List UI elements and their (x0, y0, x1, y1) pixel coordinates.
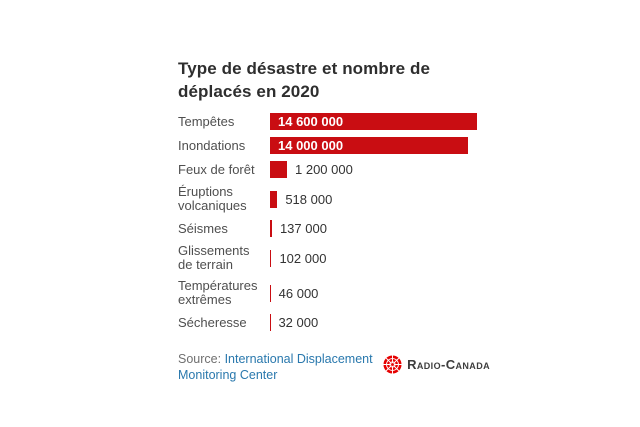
bar-row-inondations: Inondations 14 000 000 (178, 137, 490, 154)
bar (270, 284, 271, 302)
value-label: 102 000 (279, 250, 327, 266)
bar-chart: Tempêtes 14 600 000 Inondations 14 000 0… (178, 113, 490, 331)
bar (270, 249, 272, 267)
bar-row-feux-de-foret: Feux de forêt 1 200 000 (178, 161, 490, 178)
source-link[interactable]: International Displacement Monitoring Ce… (178, 352, 373, 382)
value-label: 32 000 (278, 315, 319, 330)
value-label: 1 200 000 (295, 162, 353, 177)
category-label: Feux de forêt (178, 161, 255, 177)
bar (270, 220, 272, 237)
category-label: Inondations (178, 137, 246, 153)
source-credit: Source: International Displacement Monit… (178, 351, 383, 383)
bar-row-eruptions-volcaniques: Éruptions volcaniques 518 000 (178, 185, 490, 213)
bar-row-tempetes: Tempêtes 14 600 000 (178, 113, 490, 130)
bar-row-temperatures-extremes: Températures extrêmes 46 000 (178, 279, 490, 307)
category-label: Tempêtes (178, 113, 235, 129)
category-label: Sécheresse (178, 314, 247, 330)
category-label: Éruptions volcaniques (178, 184, 247, 213)
value-label: 14 600 000 (278, 114, 344, 129)
source-prefix: Source: (178, 352, 222, 366)
chart-title: Type de désastre et nombre de déplacés e… (178, 59, 430, 101)
bar-row-secheresse: Sécheresse 32 000 (178, 314, 490, 331)
value-label: 14 000 000 (278, 138, 344, 153)
bar (270, 190, 278, 208)
infographic: Type de désastre et nombre de déplacés e… (178, 57, 490, 383)
bar: 14 600 000 (270, 113, 477, 130)
radio-canada-logo: Radio-Canada (383, 355, 490, 374)
category-label: Températures extrêmes (178, 278, 258, 307)
value-label: 46 000 (278, 285, 319, 301)
value-label: 518 000 (285, 191, 333, 207)
radio-canada-gem-icon (383, 355, 402, 374)
value-label: 137 000 (279, 221, 327, 236)
category-label: Glissements de terrain (178, 243, 250, 272)
category-label: Séismes (178, 220, 228, 236)
bar: 14 000 000 (270, 137, 469, 154)
footer: Source: International Displacement Monit… (178, 351, 490, 383)
bar (270, 161, 287, 178)
bar-row-glissements-de-terrain: Glissements de terrain 102 000 (178, 244, 490, 272)
bar-row-seismes: Séismes 137 000 (178, 220, 490, 237)
radio-canada-wordmark: Radio-Canada (407, 357, 490, 372)
